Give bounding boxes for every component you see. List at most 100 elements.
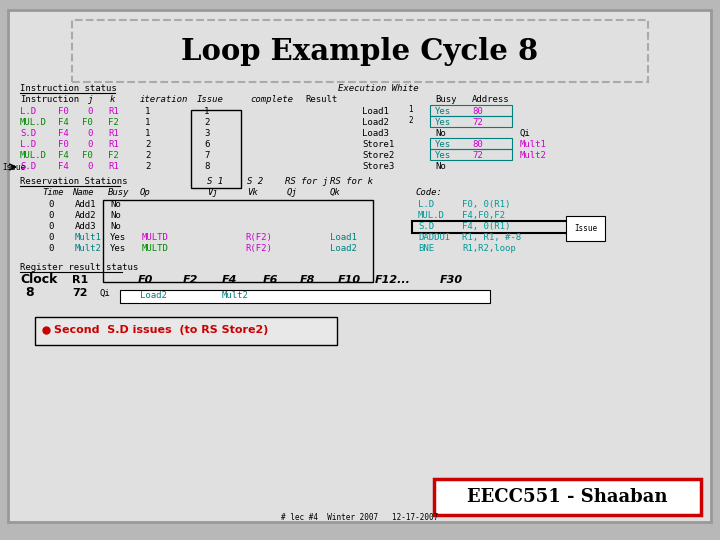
Text: Time: Time [42, 188, 63, 197]
Text: F8: F8 [300, 275, 315, 285]
Text: BNE: BNE [418, 244, 434, 253]
Text: Load1: Load1 [362, 107, 389, 116]
Text: F4: F4 [58, 162, 68, 171]
Text: MUL.D: MUL.D [20, 118, 47, 127]
Text: Address: Address [472, 95, 510, 104]
Text: 1: 1 [408, 105, 413, 114]
Bar [120, 290, 490, 303]
Text: F12...: F12... [375, 275, 411, 285]
Text: Load3: Load3 [362, 129, 389, 138]
Text: 6: 6 [204, 140, 210, 149]
Text: Mult1: Mult1 [75, 233, 102, 242]
FancyBboxPatch shape [35, 317, 337, 345]
Bar [103, 200, 373, 282]
Text: S 2: S 2 [247, 177, 263, 186]
Text: F0: F0 [82, 151, 93, 160]
Text: Issue: Issue [574, 224, 597, 233]
Text: 0: 0 [88, 129, 93, 138]
Text: # lec #4  Winter 2007   12-17-2007: # lec #4 Winter 2007 12-17-2007 [282, 513, 438, 522]
Text: R1: R1 [108, 107, 119, 116]
Text: 2: 2 [204, 118, 210, 127]
Text: F4: F4 [58, 151, 68, 160]
Bar [72, 20, 648, 82]
FancyBboxPatch shape [8, 10, 711, 522]
Text: F2: F2 [183, 275, 199, 285]
Text: 0: 0 [48, 211, 53, 220]
Text: R1: R1 [108, 162, 119, 171]
Text: F4: F4 [58, 118, 68, 127]
Text: 2: 2 [408, 116, 413, 125]
Text: F2: F2 [108, 118, 119, 127]
Text: MUL.D: MUL.D [418, 211, 445, 220]
Text: 0: 0 [48, 222, 53, 231]
Text: 72: 72 [72, 288, 88, 298]
Text: S.D: S.D [418, 222, 434, 231]
Text: Yes: Yes [435, 140, 451, 149]
Text: Mult1: Mult1 [520, 140, 547, 149]
Text: S.D: S.D [20, 162, 36, 171]
FancyBboxPatch shape [434, 479, 701, 515]
Text: Vk: Vk [247, 188, 258, 197]
Text: Op: Op [140, 188, 150, 197]
Text: R1, R1, #-8: R1, R1, #-8 [462, 233, 521, 242]
Text: RS for j: RS for j [285, 177, 328, 186]
Text: 80: 80 [472, 140, 482, 149]
Text: R1,R2,loop: R1,R2,loop [462, 244, 516, 253]
Text: 0: 0 [88, 162, 93, 171]
Text: No: No [110, 200, 121, 209]
Text: Issue: Issue [197, 95, 224, 104]
Text: Qi: Qi [520, 129, 531, 138]
Text: Load1: Load1 [330, 233, 357, 242]
Text: L.D: L.D [20, 140, 36, 149]
Text: F0: F0 [138, 275, 153, 285]
Text: Second  S.D issues  (to RS Store2): Second S.D issues (to RS Store2) [54, 325, 269, 335]
Text: Busy: Busy [108, 188, 130, 197]
Text: Yes: Yes [110, 233, 126, 242]
Text: F6: F6 [263, 275, 279, 285]
Bar [191, 110, 241, 188]
Text: F4: F4 [58, 129, 68, 138]
Text: Instruction status: Instruction status [20, 84, 117, 93]
Text: 0: 0 [88, 140, 93, 149]
Text: 7: 7 [204, 151, 210, 160]
Text: Yes: Yes [435, 151, 451, 160]
Bar [430, 138, 512, 149]
Text: Store1: Store1 [362, 140, 395, 149]
Text: R(F2): R(F2) [245, 233, 272, 242]
Text: Yes: Yes [435, 107, 451, 116]
Text: Load2: Load2 [330, 244, 357, 253]
Text: 8: 8 [204, 162, 210, 171]
Text: S 1: S 1 [207, 177, 223, 186]
Text: 1: 1 [145, 118, 150, 127]
Text: 1: 1 [145, 129, 150, 138]
Text: F0, 0(R1): F0, 0(R1) [462, 200, 510, 209]
Text: Clock: Clock [20, 273, 58, 286]
Bar [430, 149, 512, 160]
Text: R1: R1 [72, 275, 89, 285]
Text: DADDUI: DADDUI [418, 233, 450, 242]
Text: Add2: Add2 [75, 211, 96, 220]
Text: R1: R1 [108, 140, 119, 149]
Text: Code:: Code: [415, 188, 442, 197]
Text: Execution White: Execution White [338, 84, 418, 93]
Text: Qk: Qk [330, 188, 341, 197]
Text: Loop Example Cycle 8: Loop Example Cycle 8 [181, 37, 539, 65]
Bar [430, 116, 512, 127]
Text: 80: 80 [472, 107, 482, 116]
Text: Load2: Load2 [362, 118, 389, 127]
Text: k: k [110, 95, 115, 104]
Text: No: No [435, 162, 446, 171]
Text: Mult2: Mult2 [222, 291, 249, 300]
Text: Register result status: Register result status [20, 263, 138, 272]
Text: Load2: Load2 [140, 291, 167, 300]
Text: F30: F30 [440, 275, 463, 285]
Text: Reservation Stations: Reservation Stations [20, 177, 127, 186]
Text: Yes: Yes [110, 244, 126, 253]
Text: Name: Name [72, 188, 94, 197]
Text: iteration: iteration [140, 95, 189, 104]
Text: 3: 3 [204, 129, 210, 138]
Bar [430, 105, 512, 116]
Text: 8: 8 [25, 286, 34, 299]
Text: Store2: Store2 [362, 151, 395, 160]
Text: 2: 2 [145, 140, 150, 149]
